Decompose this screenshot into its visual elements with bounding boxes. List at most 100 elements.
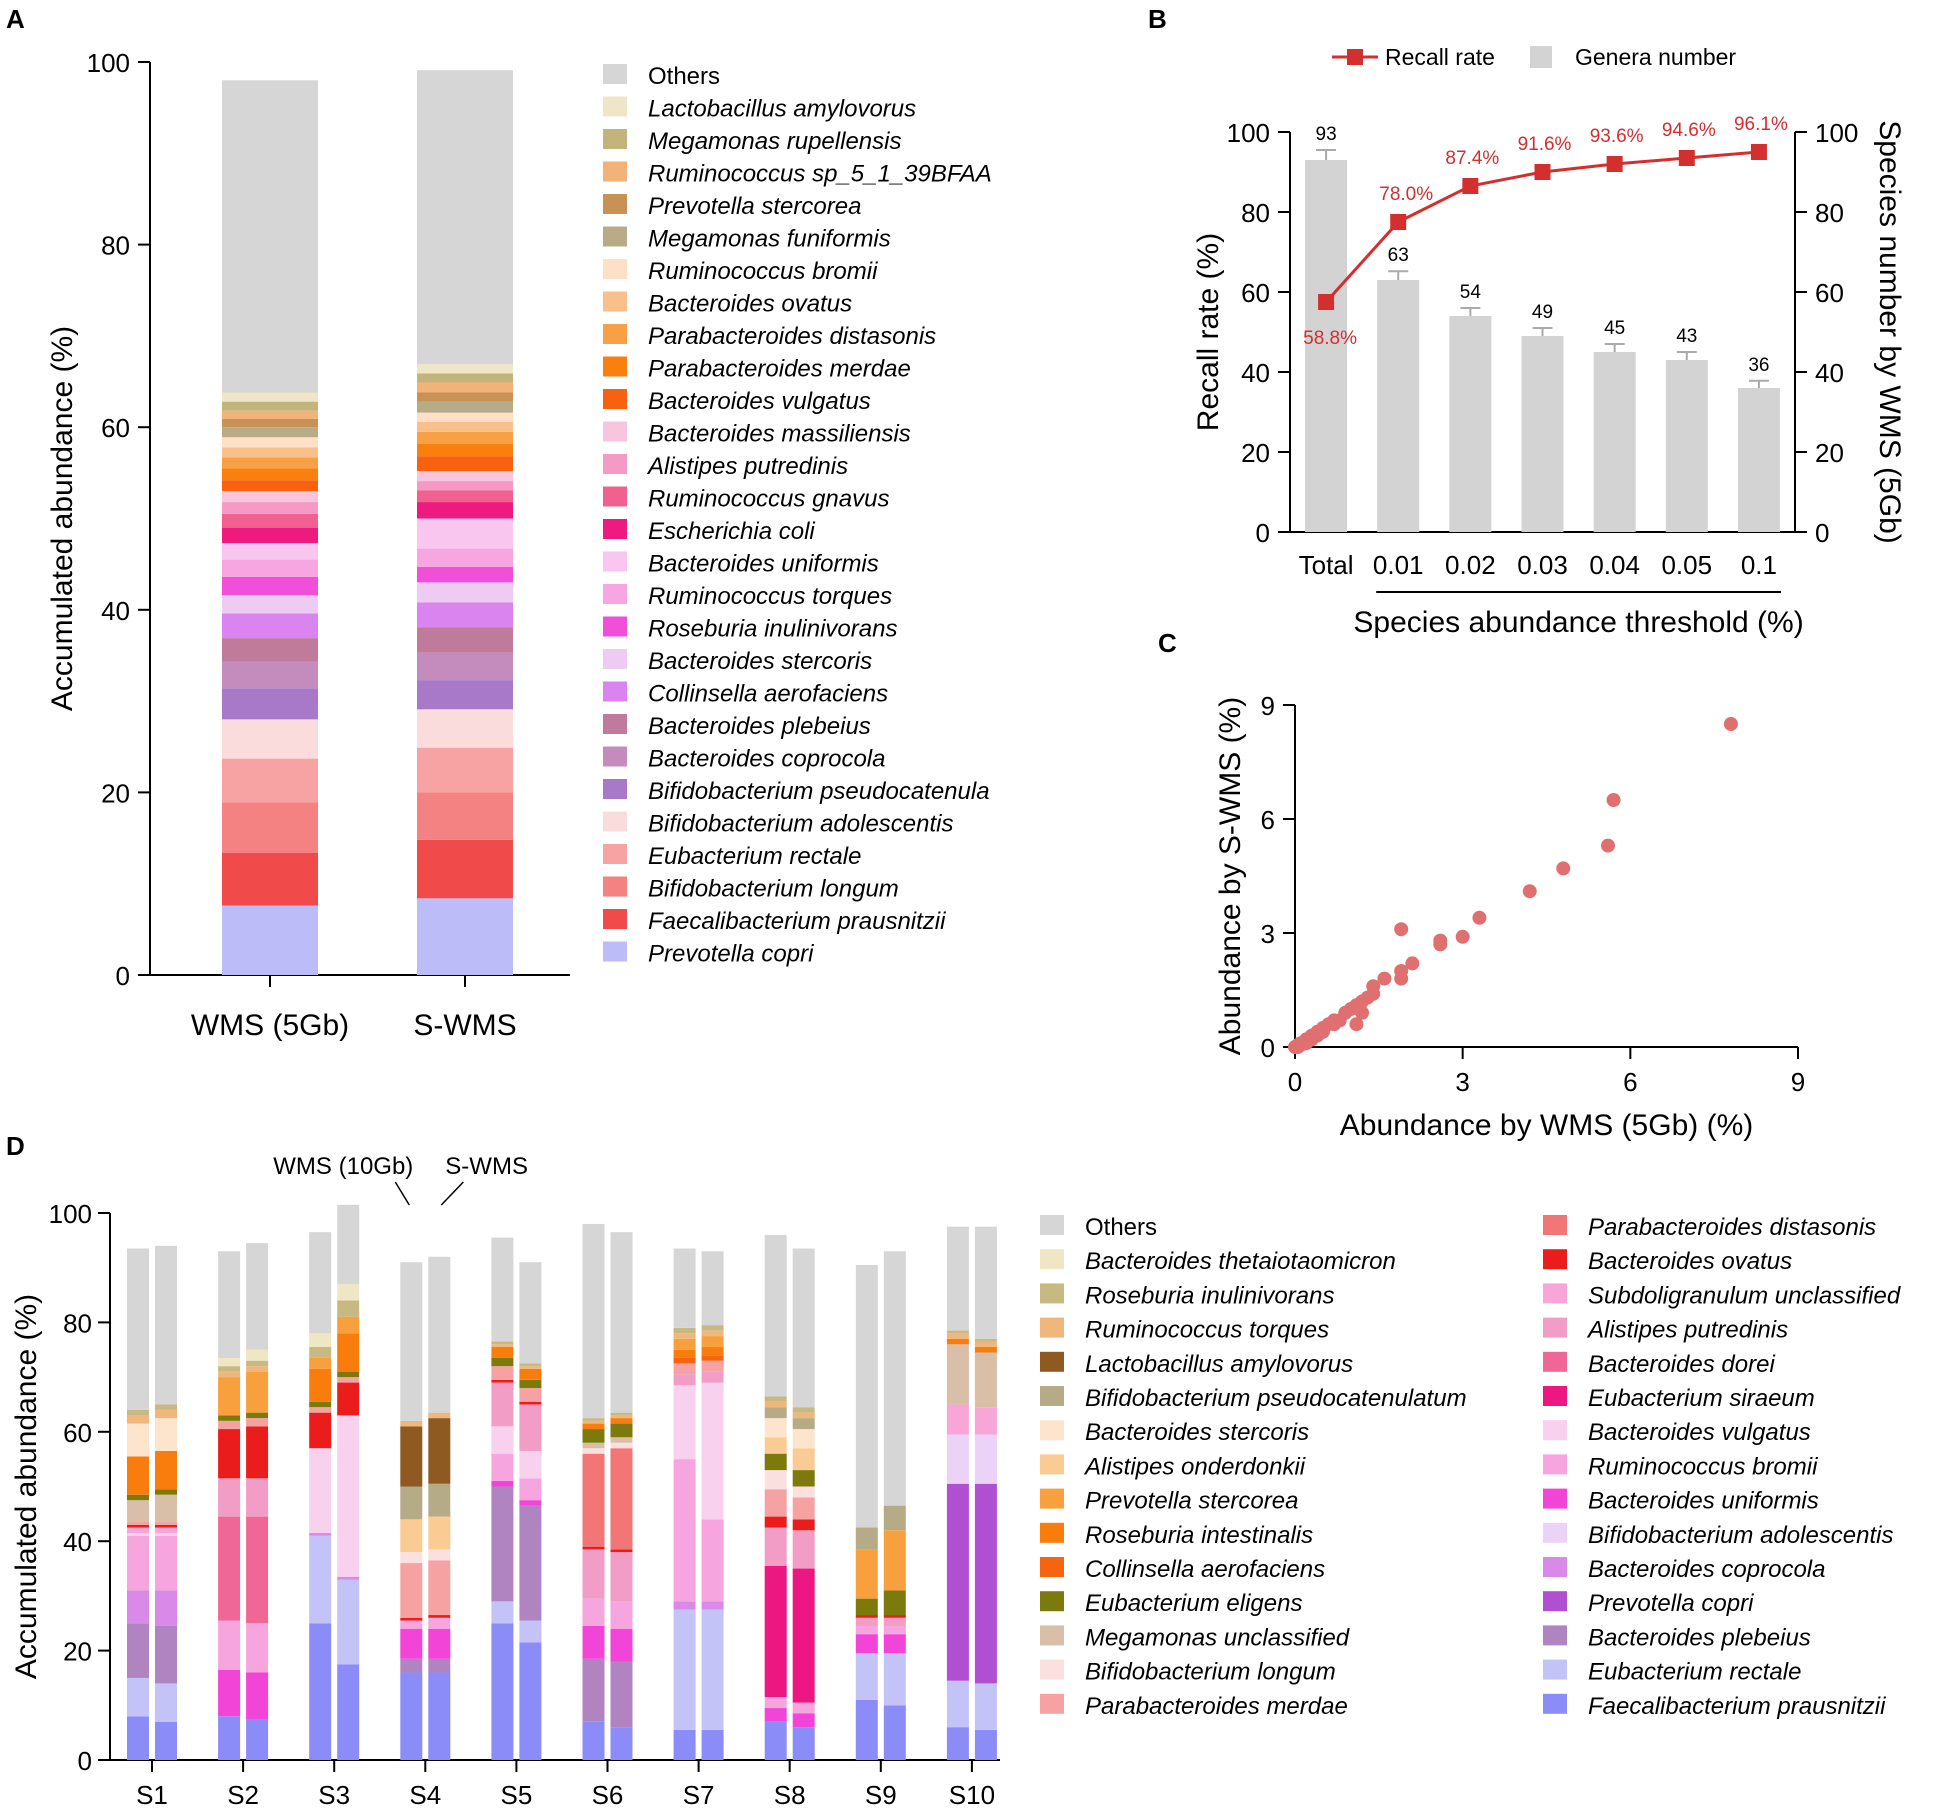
bar-segment	[764, 1396, 787, 1402]
bar-segment	[246, 1516, 269, 1624]
bar-segment	[309, 1347, 332, 1358]
bar-segment	[582, 1223, 605, 1419]
x-tick-label: S7	[683, 1780, 715, 1810]
recall-marker	[1462, 178, 1479, 194]
bar-segment	[337, 1576, 360, 1580]
bar-segment	[792, 1497, 815, 1520]
legend-swatch	[603, 779, 627, 799]
legend-label: Others	[648, 63, 720, 90]
bar-segment	[222, 437, 318, 448]
bar-segment	[127, 1716, 149, 1760]
bar-segment	[855, 1527, 878, 1550]
bar-segment	[491, 1481, 514, 1487]
bar-segment	[222, 905, 318, 975]
bar-segment	[792, 1407, 815, 1413]
legend-swatch	[1543, 1591, 1567, 1612]
bar-segment	[701, 1519, 724, 1602]
bar-segment	[764, 1527, 787, 1566]
bar-segment	[218, 1371, 241, 1378]
bar-segment	[417, 431, 513, 444]
bar-segment	[491, 1453, 514, 1482]
bar-segment	[428, 1658, 451, 1673]
bar-segment	[946, 1330, 969, 1334]
bar-segment	[337, 1664, 360, 1760]
legend-label: Bacteroides uniformis	[648, 551, 879, 578]
bar-segment	[127, 1423, 149, 1457]
bar-segment	[127, 1522, 149, 1525]
recall-marker	[1750, 144, 1767, 160]
bar-segment	[974, 1226, 997, 1339]
bar-segment	[222, 457, 318, 469]
bar-segment	[610, 1661, 633, 1728]
legend-swatch	[603, 551, 627, 572]
bar-segment	[764, 1470, 787, 1490]
panel-b-chart: 0 0 20 20 40 40 60 60 80 80 100 100 Recall rate (%) S…	[1192, 44, 1906, 639]
legend-label: Prevotella stercorea	[1085, 1488, 1298, 1515]
bar-segment	[491, 1426, 514, 1454]
bar-segment	[246, 1366, 269, 1372]
legend-swatch	[1543, 1693, 1567, 1714]
bar-segment	[883, 1615, 906, 1618]
bar-segment	[582, 1549, 605, 1599]
legend-swatch	[1543, 1351, 1567, 1372]
legend-swatch	[603, 616, 627, 637]
bar-segment	[218, 1377, 241, 1416]
bar-segment	[155, 1450, 177, 1490]
scatter-point	[1349, 1017, 1364, 1032]
bar-segment	[974, 1407, 997, 1435]
bar-segment	[428, 1549, 451, 1561]
y-tick-label: 0	[78, 1746, 92, 1776]
bar-segment	[673, 1327, 696, 1334]
recall-marker	[1606, 156, 1623, 172]
bar-segment	[701, 1347, 724, 1356]
genera-bar	[1593, 352, 1636, 532]
bar-segment	[127, 1415, 149, 1424]
bar-segment	[673, 1357, 696, 1364]
bar-segment	[400, 1628, 423, 1659]
bar-segment	[519, 1478, 542, 1501]
bar-segment	[974, 1352, 997, 1408]
bar-segment	[417, 490, 513, 503]
scatter-point	[1556, 861, 1571, 876]
bar-segment	[974, 1434, 997, 1484]
bar-segment	[610, 1549, 633, 1553]
legend-swatch	[603, 129, 627, 149]
legend-swatch	[1543, 1454, 1567, 1475]
legend-swatch	[1543, 1522, 1567, 1543]
recall-marker	[1318, 294, 1335, 310]
bar-segment	[337, 1371, 360, 1378]
bar-segment	[428, 1560, 451, 1616]
legend-label: Eubacterium siraeum	[1588, 1385, 1815, 1412]
legend-swatch	[1040, 1215, 1064, 1235]
y2-tick-label: 20	[1815, 438, 1844, 468]
x-tick-label: S10	[949, 1780, 995, 1810]
recall-marker	[1534, 164, 1551, 180]
bar-segment	[792, 1530, 815, 1569]
panel-d-chart: 0 20 40 60 80 100 Accumulated abundance (%) S1 S…	[10, 1153, 1901, 1810]
bar-segment	[701, 1355, 724, 1361]
y2-axis-label: Species number by WMS (5Gb)	[1873, 120, 1906, 543]
legend-label: Bacteroides thetaiotaomicron	[1085, 1248, 1396, 1275]
bar-segment	[491, 1486, 514, 1602]
bar-segment	[491, 1601, 514, 1624]
bar-segment	[764, 1697, 787, 1709]
bar-segment	[974, 1483, 997, 1684]
bar-segment	[218, 1420, 241, 1430]
bar-segment	[155, 1418, 177, 1451]
bar-segment	[855, 1653, 878, 1700]
legend-swatch	[1543, 1283, 1567, 1304]
bar-segment	[582, 1721, 605, 1760]
bar-segment	[337, 1316, 360, 1334]
bar-segment	[218, 1366, 241, 1372]
bar-segment	[491, 1237, 514, 1342]
legend-label: Bifidobacterium longum	[648, 876, 899, 903]
bar-segment	[400, 1563, 423, 1618]
bar-segment	[428, 1483, 451, 1517]
recall-value-label: 87.4%	[1445, 148, 1499, 169]
bar-segment	[519, 1363, 542, 1367]
legend-swatch	[603, 389, 627, 409]
legend-label: Lactobacillus amylovorus	[1085, 1351, 1353, 1378]
y-tick-label: 20	[63, 1637, 92, 1667]
panel-label-d: D	[6, 1131, 25, 1161]
genera-bar	[1305, 160, 1348, 532]
